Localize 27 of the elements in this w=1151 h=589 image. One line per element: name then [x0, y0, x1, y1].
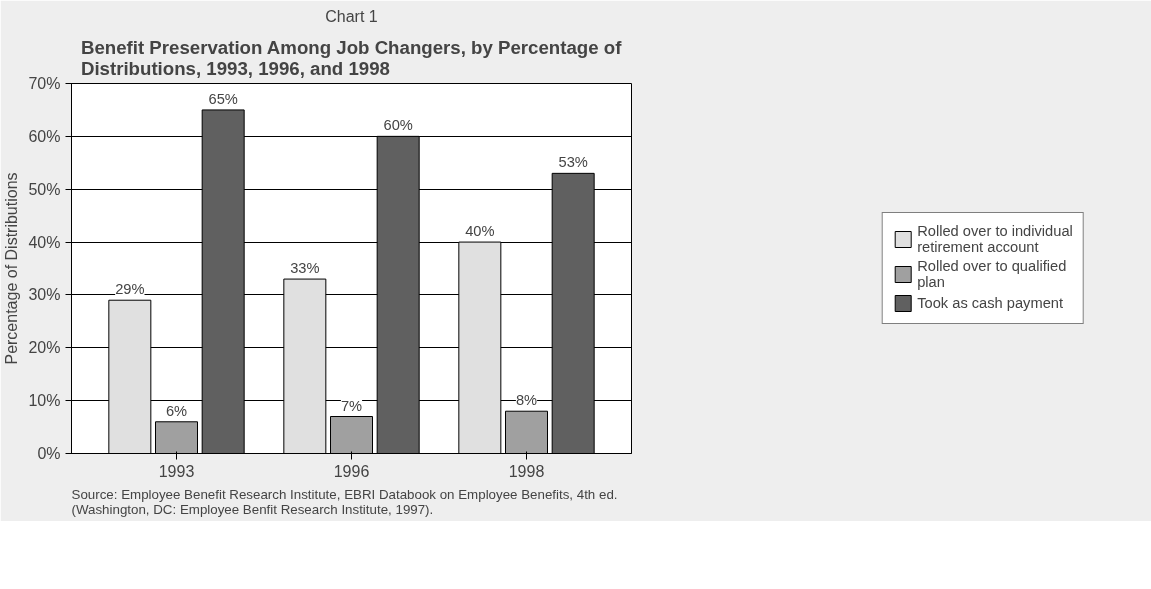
data-label: 7%: [340, 397, 363, 414]
y-tick-label: 50%: [28, 180, 61, 198]
y-axis-title: Percentage of Distributions: [3, 172, 21, 365]
y-tick-label: 30%: [28, 286, 61, 304]
chart-title: Benefit Preservation Among Job Changers, by Percentage of Distributions, 1993, 1996, and 1998: [80, 36, 623, 79]
y-tick-label: 70%: [28, 75, 61, 92]
legend-label: Took as cash payment: [917, 295, 1064, 311]
x-tick-label: 1993: [158, 462, 195, 480]
y-tick-label: 60%: [28, 127, 61, 145]
legend-label: Rolled over to qualified plan: [917, 258, 1067, 290]
data-label: 65%: [208, 90, 238, 107]
legend-label: Rolled over to individual retirement account: [917, 223, 1073, 255]
x-tick-label: 1998: [508, 462, 545, 480]
data-label: 33%: [290, 260, 320, 277]
y-tick-label: 0%: [37, 445, 61, 462]
data-label: 29%: [115, 281, 145, 298]
data-label: 8%: [515, 392, 538, 409]
chart-subtitle: Chart 1: [325, 7, 378, 25]
y-tick-label: 40%: [28, 233, 61, 251]
data-label: 6%: [165, 402, 188, 419]
data-label: 53%: [558, 154, 588, 171]
y-tick-label: 20%: [28, 339, 61, 357]
data-label: 40%: [465, 223, 495, 240]
y-tick-label: 10%: [28, 392, 61, 410]
x-tick-label: 1996: [333, 462, 370, 480]
data-label: 60%: [383, 117, 413, 134]
source-note: Source: Employee Benefit Research Institute, EBRI Databook on Employee Benefits, 4th ed. (Washington, DC: Employee Benfit Research Institute, 1997).: [71, 486, 618, 517]
